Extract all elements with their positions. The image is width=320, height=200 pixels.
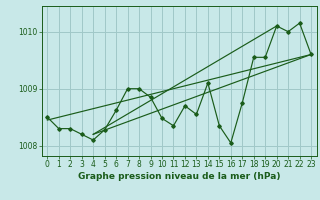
X-axis label: Graphe pression niveau de la mer (hPa): Graphe pression niveau de la mer (hPa) [78, 172, 280, 181]
